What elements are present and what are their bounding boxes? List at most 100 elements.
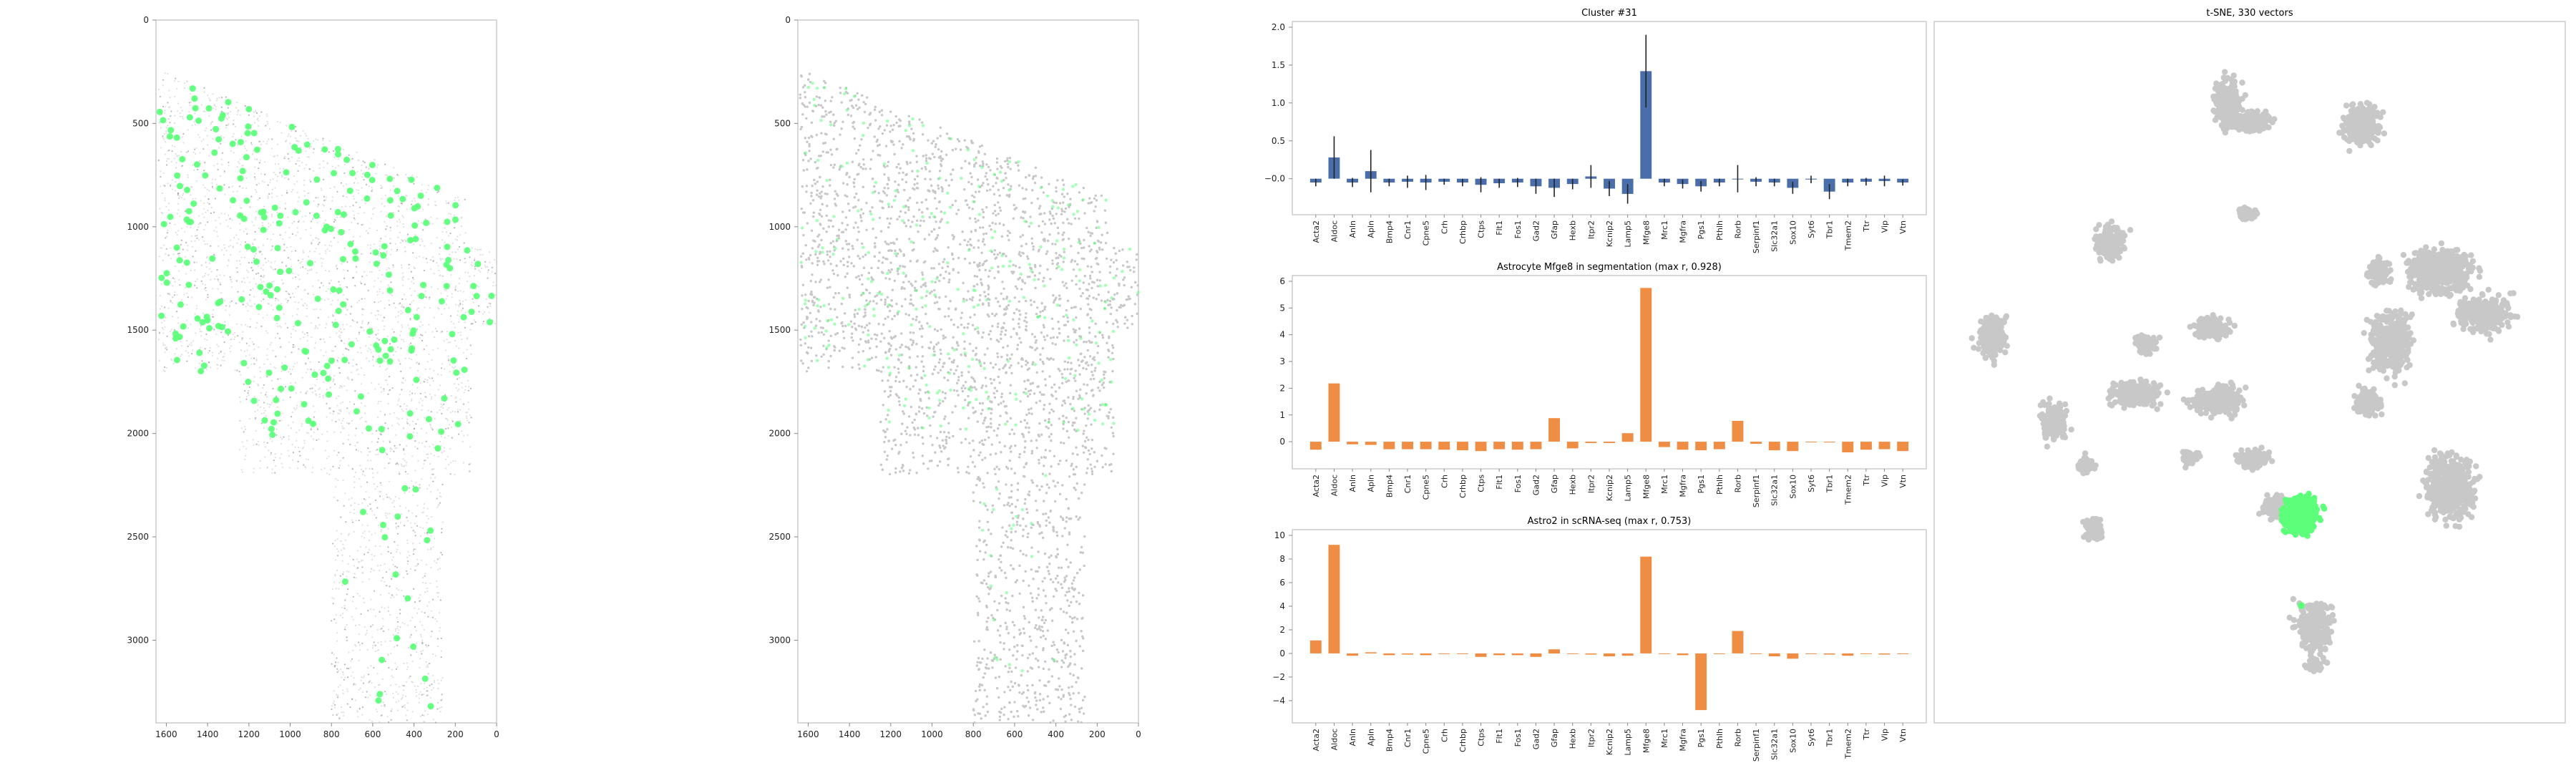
p1-tissue-cell [378, 400, 380, 402]
p1-tissue-cell [418, 608, 420, 610]
p1-tissue-cell [263, 363, 265, 365]
p1-tissue-cell [429, 307, 431, 309]
p1-tissue-cell [361, 224, 363, 226]
p1-highlight-cell [263, 288, 270, 295]
p1-tissue-cell [391, 502, 394, 504]
p1-tissue-cell [308, 269, 311, 271]
p1-tissue-cell [433, 273, 435, 275]
p1-tissue-cell [365, 230, 367, 232]
p1-tissue-cell [368, 336, 371, 338]
p1-tissue-cell [356, 340, 358, 342]
p1-tissue-cell [343, 663, 346, 666]
p1-tissue-cell [243, 290, 245, 292]
p1-tissue-cell [237, 144, 239, 146]
p1-tissue-cell [243, 431, 245, 433]
p1-highlight-cell [177, 183, 183, 190]
p1-tissue-cell [434, 538, 436, 540]
p1-tissue-cell [270, 304, 273, 306]
p1-tissue-cell [163, 320, 165, 322]
p1-highlight-cell [334, 208, 341, 215]
p1-tissue-cell [421, 478, 423, 480]
p1-tissue-cell [260, 111, 263, 113]
p1-tissue-cell [445, 303, 447, 306]
p1-tissue-cell [228, 218, 230, 220]
p1-tissue-cell [449, 447, 451, 449]
p1-tissue-cell [340, 540, 342, 543]
p1-tissue-cell [300, 147, 302, 149]
p1-tissue-cell [271, 472, 273, 474]
p1-tissue-cell [422, 256, 424, 258]
p1-tissue-cell [334, 219, 336, 221]
p1-highlight-cell [193, 161, 200, 168]
p1-tissue-cell [362, 572, 364, 574]
p1-tissue-cell [210, 129, 213, 131]
p1-tissue-cell [488, 302, 490, 304]
p1-tissue-cell [361, 714, 364, 716]
p1-tissue-cell [336, 264, 338, 266]
p1-tissue-cell [305, 215, 307, 217]
p1-tissue-cell [395, 522, 397, 525]
p1-tissue-cell [438, 503, 440, 506]
p1-tissue-cell [399, 334, 401, 336]
p1-tissue-cell [373, 286, 375, 288]
p1-tissue-cell [401, 279, 404, 281]
p1-y-tick-label: 500 [132, 118, 149, 128]
p1-tissue-cell [422, 527, 424, 530]
p1-tissue-cell [258, 346, 260, 349]
p1-tissue-cell [192, 151, 195, 153]
p1-tissue-cell [466, 417, 468, 419]
p1-tissue-cell [425, 666, 427, 668]
p1-tissue-cell [295, 276, 297, 278]
p1-tissue-cell [404, 460, 406, 462]
p1-tissue-cell [188, 102, 190, 104]
p1-tissue-cell [318, 388, 320, 390]
p1-highlight-cell [444, 243, 451, 251]
p1-tissue-cell [377, 437, 379, 440]
p1-tissue-cell [233, 236, 235, 239]
p1-tissue-cell [385, 515, 387, 517]
p1-tissue-cell [464, 326, 467, 329]
p1-tissue-cell [223, 352, 225, 354]
p1-tissue-cell [371, 359, 374, 361]
p1-tissue-cell [175, 152, 177, 155]
p1-tissue-cell [363, 179, 365, 181]
p1-tissue-cell [474, 259, 476, 261]
p1-tissue-cell [411, 301, 413, 303]
p1-tissue-cell [209, 268, 211, 270]
p1-highlight-cell [413, 376, 420, 384]
p1-tissue-cell [171, 188, 174, 190]
p1-tissue-cell [189, 104, 191, 106]
p1-tissue-cell [406, 556, 409, 559]
p1-tissue-cell [205, 273, 207, 275]
p1-tissue-cell [413, 183, 415, 185]
p1-highlight-cell [381, 534, 389, 541]
p1-tissue-cell [160, 305, 162, 307]
p1-tissue-cell [164, 344, 166, 346]
p1-tissue-cell [338, 412, 341, 415]
p1-tissue-cell [187, 129, 189, 131]
p1-tissue-cell [290, 427, 293, 429]
p1-tissue-cell [361, 417, 363, 419]
p1-tissue-cell [190, 101, 192, 103]
p1-tissue-cell [329, 412, 331, 414]
p1-tissue-cell [421, 399, 424, 402]
p1-tissue-cell [390, 597, 392, 599]
p1-tissue-cell [416, 642, 418, 644]
p1-tissue-cell [409, 288, 411, 290]
p1-tissue-cell [313, 251, 316, 253]
p1-tissue-cell [332, 150, 334, 152]
p1-highlight-cell [163, 270, 170, 277]
p1-tissue-cell [384, 194, 386, 196]
p1-tissue-cell [204, 195, 206, 198]
p1-tissue-cell [223, 299, 225, 301]
p1-tissue-cell [162, 84, 164, 87]
p1-tissue-cell [411, 175, 414, 177]
p1-tissue-cell [427, 673, 429, 675]
p1-tissue-cell [442, 222, 445, 224]
p1-tissue-cell [236, 271, 238, 273]
p1-tissue-cell [289, 396, 291, 399]
p1-tissue-cell [248, 344, 250, 347]
p1-tissue-cell [353, 218, 356, 220]
p1-tissue-cell [417, 369, 419, 372]
p1-tissue-cell [436, 489, 439, 491]
